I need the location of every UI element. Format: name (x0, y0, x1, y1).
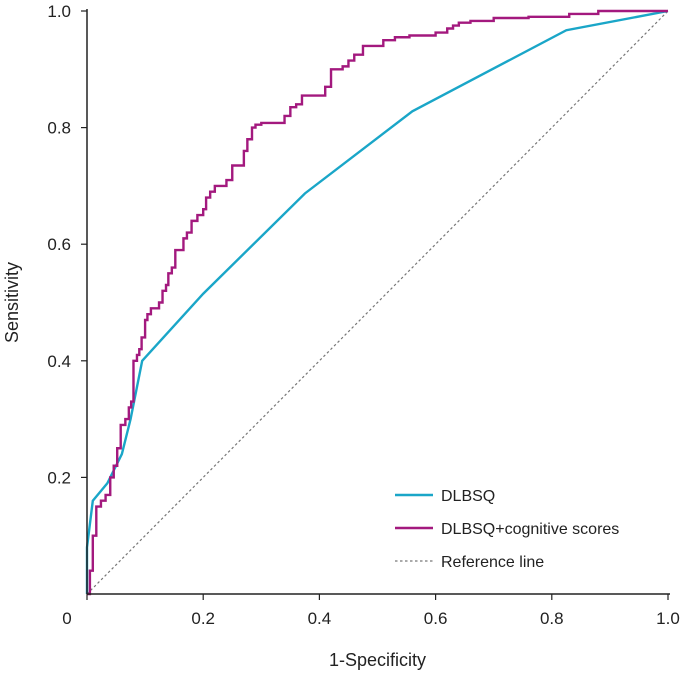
x-ticks: 0 0.2 0.4 0.6 0.8 1.0 (62, 594, 680, 628)
x-tick-label: 0.8 (540, 609, 564, 628)
x-tick-label: 0 (62, 609, 71, 628)
y-axis-title: Sensitivity (2, 262, 22, 343)
x-tick-label: 0.6 (424, 609, 448, 628)
legend: DLBSQ DLBSQ+cognitive scores Reference lin… (395, 488, 619, 571)
x-tick-label: 0.2 (191, 609, 215, 628)
y-tick-label: 1.0 (47, 2, 71, 21)
x-axis-title: 1-Specificity (329, 650, 426, 670)
y-tick-label: 0.4 (47, 352, 71, 371)
x-tick-label: 0.4 (308, 609, 332, 628)
axes (86, 9, 670, 595)
series-line-dlbsq-cognitive-scores (87, 9, 668, 596)
series-line-dlbsq (85, 9, 669, 594)
y-tick-label: 0.2 (47, 468, 71, 487)
y-tick-label: 0.8 (47, 119, 71, 138)
legend-label: DLBSQ (441, 488, 495, 505)
legend-label: DLBSQ+cognitive scores (441, 521, 619, 538)
series-line-reference-line (86, 10, 669, 595)
y-ticks: 0.2 0.4 0.6 0.8 1.0 (47, 2, 87, 487)
plot-area (85, 9, 669, 596)
x-tick-label: 1.0 (656, 609, 680, 628)
y-tick-label: 0.6 (47, 235, 71, 254)
legend-label: Reference line (441, 554, 544, 571)
